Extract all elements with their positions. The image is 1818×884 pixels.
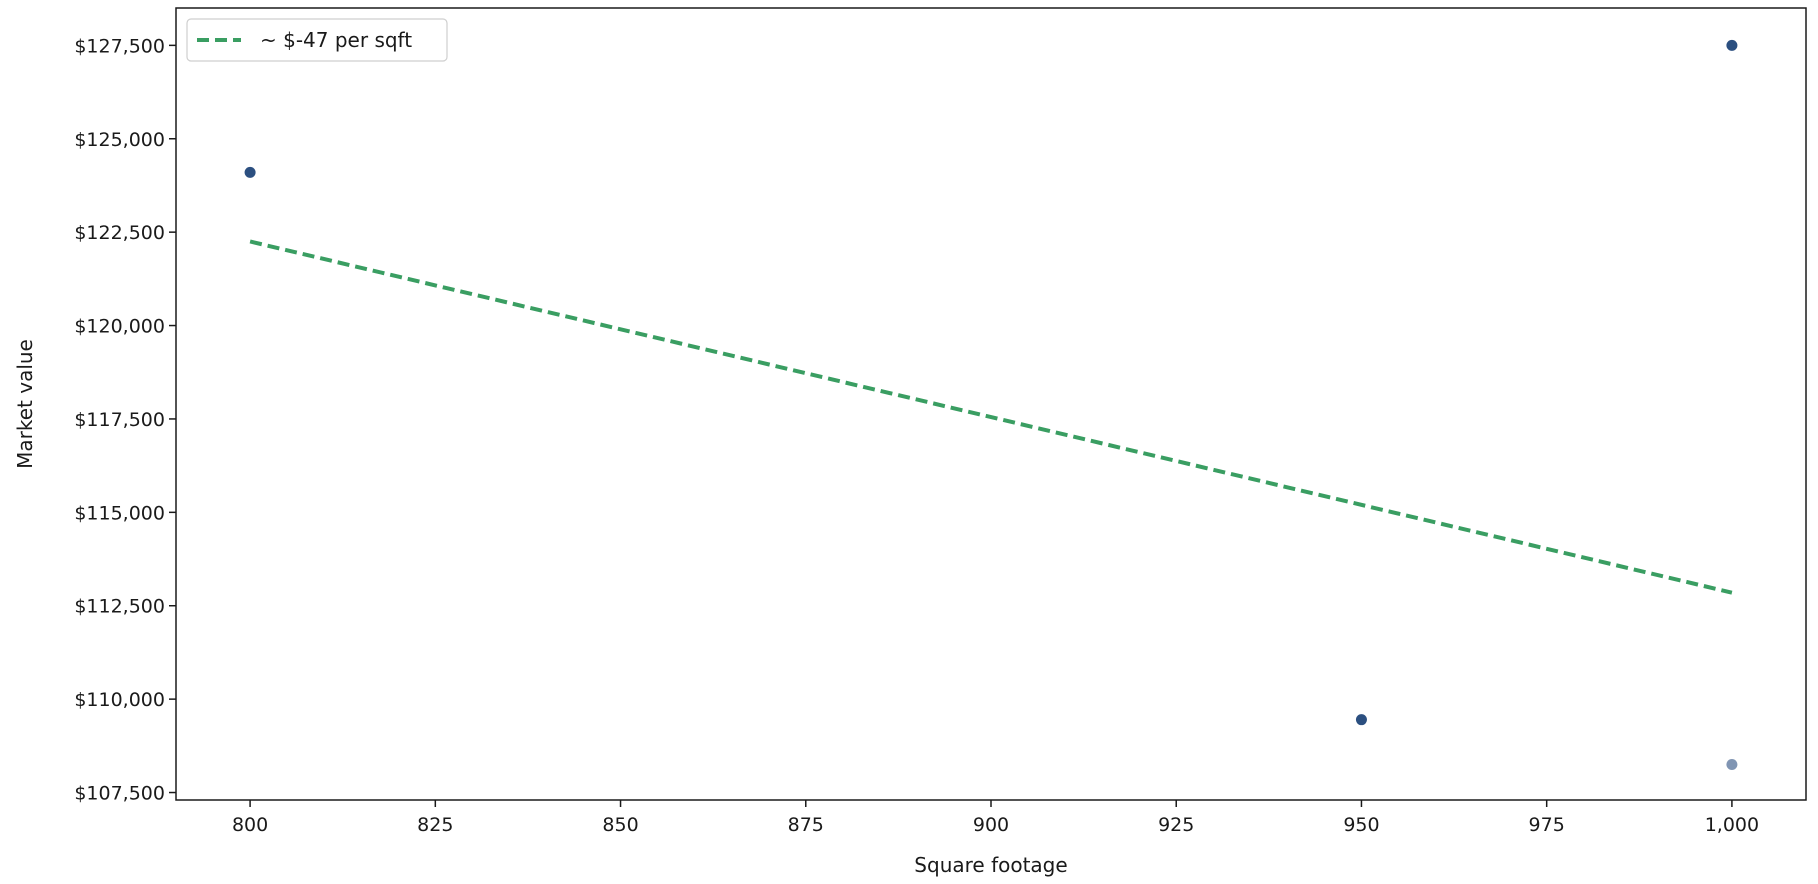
x-tick-label: 825 [417, 814, 453, 836]
y-axis-label: Market value [13, 339, 37, 469]
y-tick-label: $110,000 [74, 689, 165, 711]
y-axis-ticks: $107,500 $110,000 $112,500 $115,000 $117,500… [74, 35, 176, 805]
chart-marks [244, 39, 1738, 771]
x-tick-label: 800 [232, 814, 268, 836]
x-tick-label: 975 [1529, 814, 1565, 836]
scatter-point [1726, 759, 1738, 771]
x-tick-label: 925 [1158, 814, 1194, 836]
x-tick-label: 950 [1343, 814, 1379, 836]
trend-line [249, 239, 1733, 595]
y-tick-label: $117,500 [74, 409, 165, 431]
y-tick-label: $125,000 [74, 129, 165, 151]
scatter-point [1726, 39, 1738, 51]
y-tick-label: $107,500 [74, 783, 165, 805]
y-tick-label: $120,000 [74, 316, 165, 338]
x-tick-label: 900 [973, 814, 1009, 836]
x-tick-label: 875 [788, 814, 824, 836]
plot-frame [175, 7, 1807, 801]
plot-background [176, 8, 1806, 800]
y-tick-label: $112,500 [74, 596, 165, 618]
legend-box [186, 18, 448, 62]
y-tick-label: $122,500 [74, 222, 165, 244]
y-tick-label: $115,000 [74, 502, 165, 524]
legend: ~ $-47 per sqft [186, 18, 448, 62]
x-tick-label: 1,000 [1705, 814, 1759, 836]
legend-label: ~ $-47 per sqft [260, 28, 412, 52]
scatter-point [1355, 714, 1367, 726]
x-axis-label: Square footage [914, 853, 1067, 877]
scatter-point [244, 166, 256, 178]
y-tick-label: $127,500 [74, 35, 165, 57]
x-axis-ticks: 800 825 850 875 900 925 950 975 1,000 [232, 800, 1759, 836]
x-tick-label: 850 [602, 814, 638, 836]
